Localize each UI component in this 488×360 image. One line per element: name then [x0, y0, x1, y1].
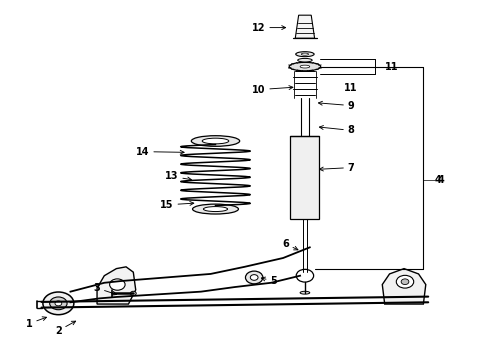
Text: 14: 14: [136, 147, 183, 157]
Ellipse shape: [130, 291, 136, 296]
Ellipse shape: [191, 136, 239, 146]
Ellipse shape: [297, 58, 311, 62]
Text: 5: 5: [261, 276, 276, 286]
Text: 1: 1: [26, 317, 46, 329]
Ellipse shape: [192, 204, 238, 214]
Text: 11: 11: [344, 83, 357, 93]
Circle shape: [55, 301, 61, 306]
Polygon shape: [97, 267, 136, 304]
Text: 7: 7: [319, 163, 353, 172]
Text: 12: 12: [252, 23, 285, 33]
Text: 4: 4: [437, 175, 444, 185]
Text: 4: 4: [434, 175, 440, 185]
Text: 2: 2: [55, 321, 76, 336]
Bar: [290, 136, 319, 219]
Circle shape: [50, 297, 67, 310]
Text: 8: 8: [319, 125, 354, 135]
Text: 11: 11: [384, 62, 397, 72]
Text: 3: 3: [94, 283, 116, 295]
Circle shape: [109, 279, 125, 290]
Text: 15: 15: [160, 200, 193, 210]
Text: 6: 6: [282, 239, 297, 250]
Polygon shape: [295, 15, 314, 38]
Ellipse shape: [301, 53, 308, 55]
Ellipse shape: [300, 65, 309, 68]
Ellipse shape: [300, 291, 309, 294]
Circle shape: [395, 275, 413, 288]
Text: 13: 13: [165, 171, 191, 181]
Circle shape: [250, 275, 258, 280]
Circle shape: [400, 279, 408, 284]
Ellipse shape: [295, 52, 313, 57]
Ellipse shape: [202, 138, 228, 144]
Ellipse shape: [203, 207, 227, 212]
Circle shape: [43, 292, 74, 315]
Text: 9: 9: [318, 100, 353, 111]
Polygon shape: [382, 269, 425, 304]
Ellipse shape: [288, 62, 320, 71]
Circle shape: [245, 271, 263, 284]
Text: 10: 10: [252, 85, 292, 95]
